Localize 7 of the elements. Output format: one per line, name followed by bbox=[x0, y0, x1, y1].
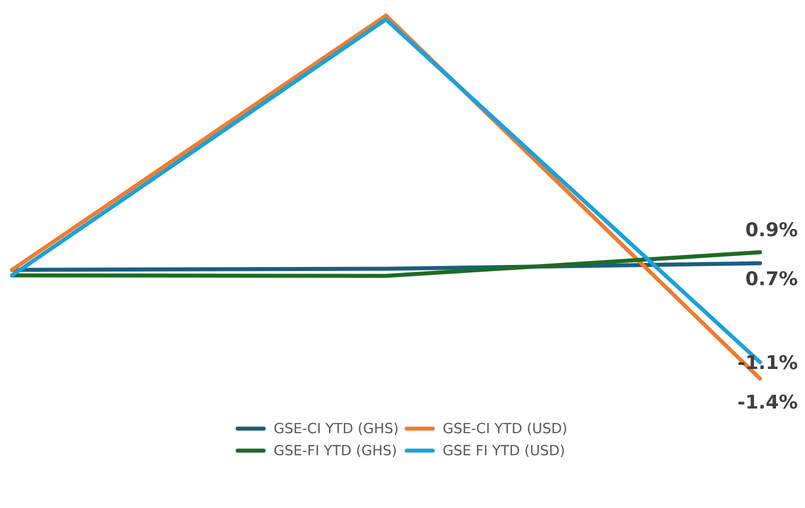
legend-label: GSE FI YTD (USD) bbox=[443, 444, 564, 458]
data-label: 0.7% bbox=[746, 271, 798, 286]
legend-label: GSE-CI YTD (GHS) bbox=[274, 422, 398, 435]
legend-label: GSE-FI YTD (GHS) bbox=[274, 444, 396, 458]
legend-label: GSE-CI YTD (USD) bbox=[443, 422, 566, 435]
data-label: 0.9% bbox=[746, 222, 798, 236]
data-label: -1.4% bbox=[738, 394, 798, 409]
